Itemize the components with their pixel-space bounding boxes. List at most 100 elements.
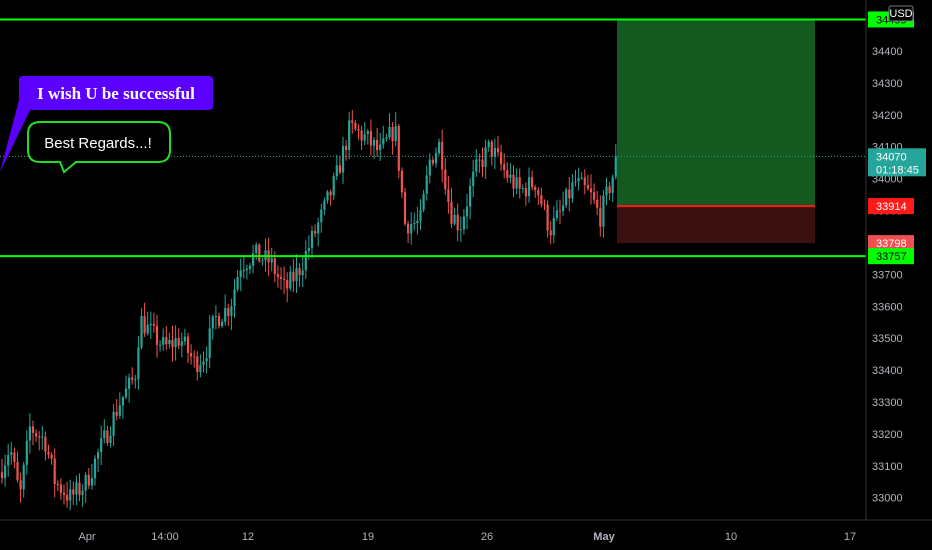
candle (441, 129, 444, 183)
candle (292, 258, 295, 292)
candle (400, 167, 403, 199)
candle (379, 132, 382, 161)
candle (314, 224, 317, 238)
candle (118, 392, 121, 419)
loss-zone[interactable] (617, 206, 815, 244)
candle (546, 200, 549, 238)
candle (146, 311, 149, 336)
candle (338, 155, 341, 175)
annotation-text-secondary: Best Regards...! (44, 135, 152, 152)
candle (447, 176, 450, 214)
price-tags: 344993391433798337573407001:18:45 (868, 11, 926, 265)
price-tick-label: 33100 (872, 461, 903, 473)
profit-zone[interactable] (617, 19, 815, 207)
candle (0, 458, 4, 484)
candle (168, 332, 171, 349)
candle (469, 178, 472, 220)
candle (493, 138, 496, 170)
candle (487, 139, 490, 152)
price-tick-label: 34300 (872, 78, 903, 90)
candle (531, 170, 534, 191)
candle (496, 136, 500, 157)
currency-label: USD (889, 8, 912, 20)
price-tick-label: 33000 (872, 493, 903, 505)
candle (345, 140, 348, 161)
candle (217, 312, 221, 329)
horizontal-lines[interactable] (0, 18, 866, 258)
candle (283, 266, 286, 295)
candle (62, 484, 66, 505)
candle (183, 328, 186, 346)
candle (25, 430, 28, 475)
time-axis[interactable]: Apr 14:00 12 19 26 May 10 17 (78, 531, 856, 543)
candle (500, 144, 503, 171)
position-box[interactable] (617, 19, 815, 244)
candle (419, 199, 422, 231)
candle (50, 452, 53, 465)
candle (614, 144, 617, 180)
candle (47, 444, 50, 459)
candle (112, 404, 115, 447)
time-tick-label: 12 (242, 531, 254, 543)
candle (320, 203, 323, 233)
candle (106, 425, 109, 446)
price-tick-label: 33400 (872, 365, 903, 377)
candle (301, 257, 304, 287)
candle (16, 451, 19, 483)
candle (490, 139, 493, 166)
candle (372, 137, 376, 159)
candle (403, 187, 407, 227)
candle (484, 139, 487, 179)
candle (221, 319, 224, 328)
candle (425, 165, 428, 201)
candle (413, 212, 416, 231)
currency-badge[interactable]: USD (888, 5, 914, 22)
price-tick-label: 33500 (872, 333, 903, 345)
annotation-text-primary: I wish U be successful (37, 84, 195, 103)
candle (521, 184, 524, 194)
candle (59, 478, 62, 500)
candle (140, 308, 143, 350)
candle (196, 351, 199, 381)
candle (444, 158, 447, 195)
candle (93, 455, 97, 486)
candle (233, 279, 236, 318)
candle (329, 189, 332, 206)
candle (41, 425, 44, 450)
candle (177, 328, 180, 350)
annotation-bubble-green[interactable]: Best Regards...! (27, 121, 171, 174)
price-tick-label: 33600 (872, 301, 903, 313)
candle (276, 265, 279, 288)
candle (407, 220, 410, 244)
candle (580, 171, 583, 180)
price-tick-label: 34400 (872, 46, 903, 58)
time-tick-label: 14:00 (151, 531, 179, 543)
candle (199, 354, 202, 378)
candle (69, 479, 72, 511)
candle (152, 312, 155, 333)
price-tick-label: 34200 (872, 110, 903, 122)
candle (7, 443, 10, 477)
candle (270, 248, 273, 272)
candle (589, 174, 593, 205)
candle (44, 431, 47, 461)
candle (608, 181, 611, 201)
candle (354, 120, 357, 132)
candle (214, 305, 217, 330)
candle (422, 189, 425, 213)
candle (155, 314, 159, 358)
candle (242, 256, 245, 279)
candle (230, 298, 233, 331)
candle (323, 197, 326, 216)
candle (121, 395, 124, 419)
annotation-bubble-purple[interactable]: I wish U be successful (0, 76, 213, 172)
candle (227, 303, 230, 327)
price-tick-label: 34000 (872, 174, 903, 186)
candle (13, 447, 16, 469)
candle (190, 344, 193, 365)
candle (87, 468, 90, 490)
candle (202, 351, 205, 373)
candle (289, 265, 292, 292)
